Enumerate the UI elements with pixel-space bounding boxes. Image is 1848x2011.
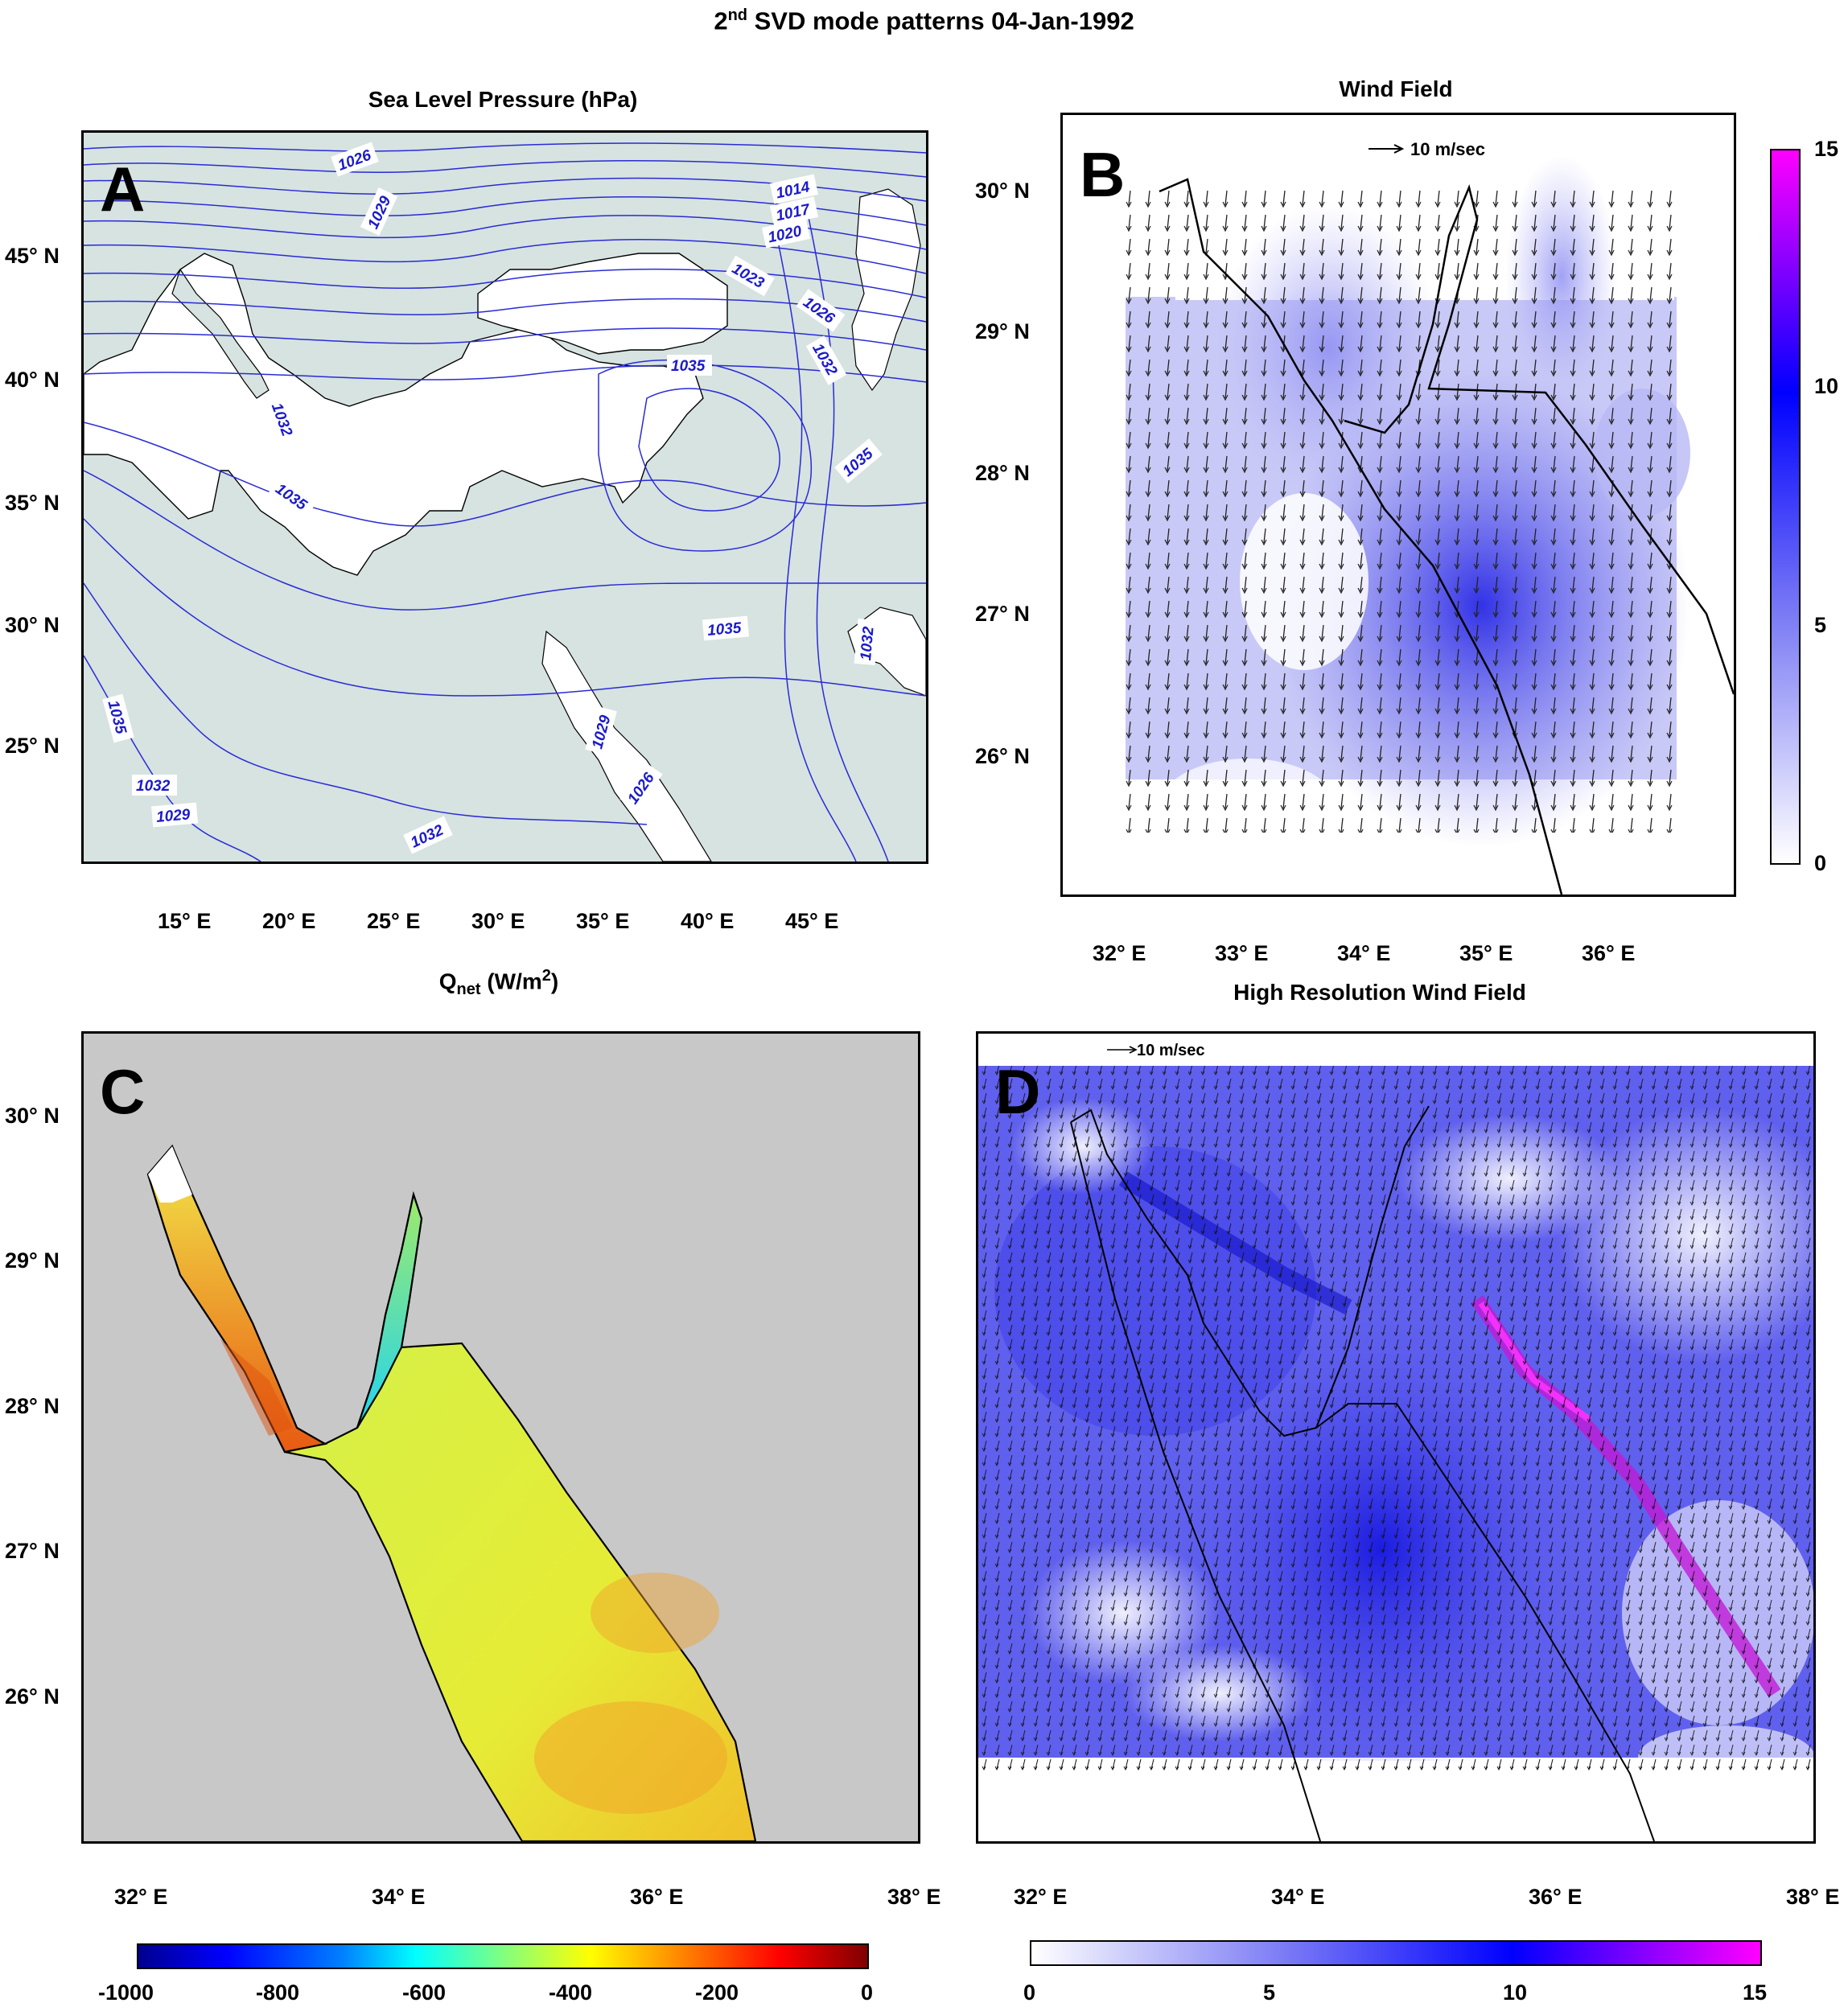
colorbar-tick: 10 (1503, 1980, 1528, 2005)
lon-tick: 38° E (1786, 1885, 1840, 1909)
lat-tick: 25° N (5, 734, 60, 758)
panel-a-letter: A (100, 154, 146, 224)
lon-tick: 20° E (262, 909, 316, 933)
figure-title: 2nd SVD mode patterns 04-Jan-1992 (714, 6, 1134, 35)
panel-a-title: Sea Level Pressure (hPa) (368, 87, 638, 112)
colorbar-tick: 5 (1263, 1980, 1276, 2005)
lat-tick: 40° N (5, 368, 60, 392)
lon-tick: 32° E (1093, 941, 1146, 965)
lat-tick: 29° N (5, 1248, 60, 1273)
panel-b-title: Wind Field (1339, 76, 1453, 101)
lon-tick: 36° E (1529, 1885, 1583, 1909)
lon-tick: 25° E (367, 909, 421, 933)
lon-tick: 35° E (1459, 941, 1513, 965)
sea-level-pressure-map: 1026 1029 1014 1017 1020 1023 1026 1032 … (84, 133, 926, 862)
colorbar-tick: 0 (1023, 1980, 1036, 2005)
colorbar-tick: -200 (695, 1980, 739, 2005)
lon-tick: 15° E (158, 909, 212, 933)
colorbar-tick: -800 (256, 1980, 300, 2005)
lat-tick: 45° N (5, 244, 60, 268)
lat-tick: 27° N (975, 602, 1030, 626)
lat-tick: 30° N (5, 613, 60, 637)
isobar-label: 1032 (858, 626, 878, 661)
panel-b-letter: B (1080, 139, 1126, 210)
lon-tick: 36° E (1582, 941, 1636, 965)
lon-tick: 35° E (576, 909, 630, 933)
qnet-map (146, 1144, 757, 1841)
panel-a-map: 1026 1029 1014 1017 1020 1023 1026 1032 … (81, 130, 928, 864)
colorbar-tick: 0 (861, 1980, 874, 2005)
lat-tick: 26° N (5, 1684, 60, 1709)
lat-tick: 26° N (975, 744, 1030, 768)
wind-field-map: 10 m/sec (1126, 139, 1734, 894)
panel-c-colorbar (137, 1943, 869, 1969)
lon-tick: 40° E (681, 909, 735, 933)
isobar-label: 1035 (706, 619, 742, 639)
lat-tick: 29° N (975, 319, 1030, 343)
lon-tick: 45° E (785, 909, 839, 933)
panel-c-title: Qnet (W/m2) (438, 967, 559, 998)
panel-d-colorbar (1030, 1940, 1762, 1966)
panel-d-title: High Resolution Wind Field (1233, 980, 1526, 1005)
isobar-label: 1035 (671, 358, 706, 375)
panel-b-map: 10 m/sec (1060, 113, 1736, 897)
lon-tick: 30° E (471, 909, 525, 933)
lon-tick: 38° E (887, 1885, 941, 1909)
high-res-wind-map: 10 m/sec (978, 1042, 1813, 1841)
panel-b-colorbar (1770, 149, 1801, 865)
lon-tick: 32° E (114, 1885, 168, 1909)
isobar-label: 1032 (136, 778, 171, 795)
wind-scale-label: 10 m/sec (1137, 1042, 1205, 1059)
colorbar-tick: -400 (549, 1980, 593, 2005)
isobar-label: 1029 (155, 806, 191, 826)
lat-tick: 28° N (975, 461, 1030, 485)
lat-tick: 28° N (5, 1394, 60, 1418)
panel-c-map (81, 1031, 920, 1844)
wind-scale-label: 10 m/sec (1410, 139, 1485, 159)
colorbar-tick: -600 (402, 1980, 447, 2005)
lon-tick: 34° E (1271, 1885, 1325, 1909)
panel-c-letter: C (100, 1056, 146, 1127)
colorbar-tick: -1000 (98, 1980, 154, 2005)
colorbar-tick: 5 (1814, 613, 1827, 637)
lon-tick: 36° E (630, 1885, 684, 1909)
lat-tick: 27° N (5, 1539, 60, 1563)
lat-tick: 30° N (975, 179, 1030, 203)
lon-tick: 34° E (372, 1885, 426, 1909)
lat-tick: 30° N (5, 1104, 60, 1128)
panel-d-map: 10 m/sec (976, 1031, 1816, 1844)
lon-tick: 34° E (1337, 941, 1391, 965)
panel-d-letter: D (995, 1056, 1041, 1127)
lon-tick: 32° E (1014, 1885, 1068, 1909)
lon-tick: 33° E (1215, 941, 1269, 965)
colorbar-tick: 10 (1814, 374, 1839, 398)
lat-tick: 35° N (5, 491, 60, 515)
colorbar-tick: 15 (1814, 137, 1839, 161)
colorbar-tick: 15 (1743, 1980, 1768, 2005)
colorbar-tick: 0 (1814, 851, 1827, 875)
